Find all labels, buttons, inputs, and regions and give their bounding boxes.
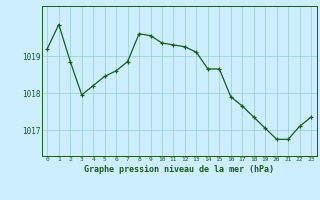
X-axis label: Graphe pression niveau de la mer (hPa): Graphe pression niveau de la mer (hPa) <box>84 165 274 174</box>
